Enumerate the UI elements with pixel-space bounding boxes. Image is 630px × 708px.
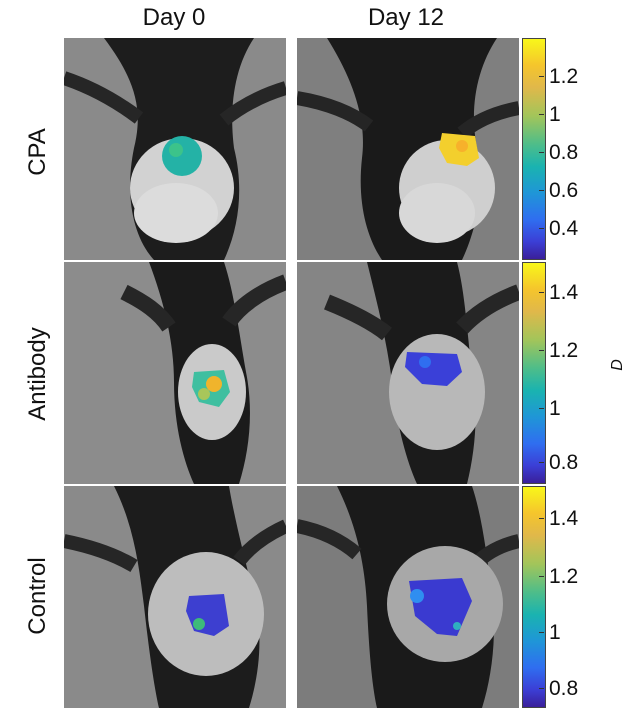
colorbar-cpa-tick: 0.6 [538, 179, 579, 202]
column-title-day0: Day 0 [142, 4, 206, 31]
image-antibody-day0 [64, 262, 286, 484]
colorbar-cpa [522, 38, 546, 260]
image-antibody-day12 [297, 262, 519, 484]
row-label-control: Control [24, 557, 51, 635]
column-title-day12: Day 12 [367, 4, 445, 31]
colorbar-control-tick: 1.4 [538, 507, 579, 530]
colorbar-cpa-tick: 0.4 [538, 217, 579, 240]
colorbar-control-tick: 1 [539, 621, 561, 644]
row-label-antibody: Antibody [24, 327, 51, 421]
colorbar-antibody-tick: 1 [539, 397, 561, 420]
image-control-day0 [64, 486, 286, 708]
row-label-cpa: CPA [24, 128, 51, 176]
image-cpa-day0 [64, 38, 286, 260]
colorbar-antibody-tick: 1.4 [538, 281, 579, 304]
image-control-day12 [297, 486, 519, 708]
colorbar-antibody [522, 262, 546, 484]
colorbar-control-tick: 1.2 [538, 565, 579, 588]
colorbar-cpa-tick: 1 [539, 103, 561, 126]
colorbar-cpa-tick: 1.2 [538, 65, 579, 88]
colorbar-antibody-tick: 1.2 [538, 339, 579, 362]
colorbar-antibody-tick: 0.8 [538, 451, 579, 474]
colorbar-control-tick: 0.8 [538, 677, 579, 700]
colorbar-cpa-tick: 0.8 [538, 141, 579, 164]
colorbar-control [522, 486, 546, 708]
colorbar-side-label: D [608, 359, 626, 371]
image-cpa-day12 [297, 38, 519, 260]
